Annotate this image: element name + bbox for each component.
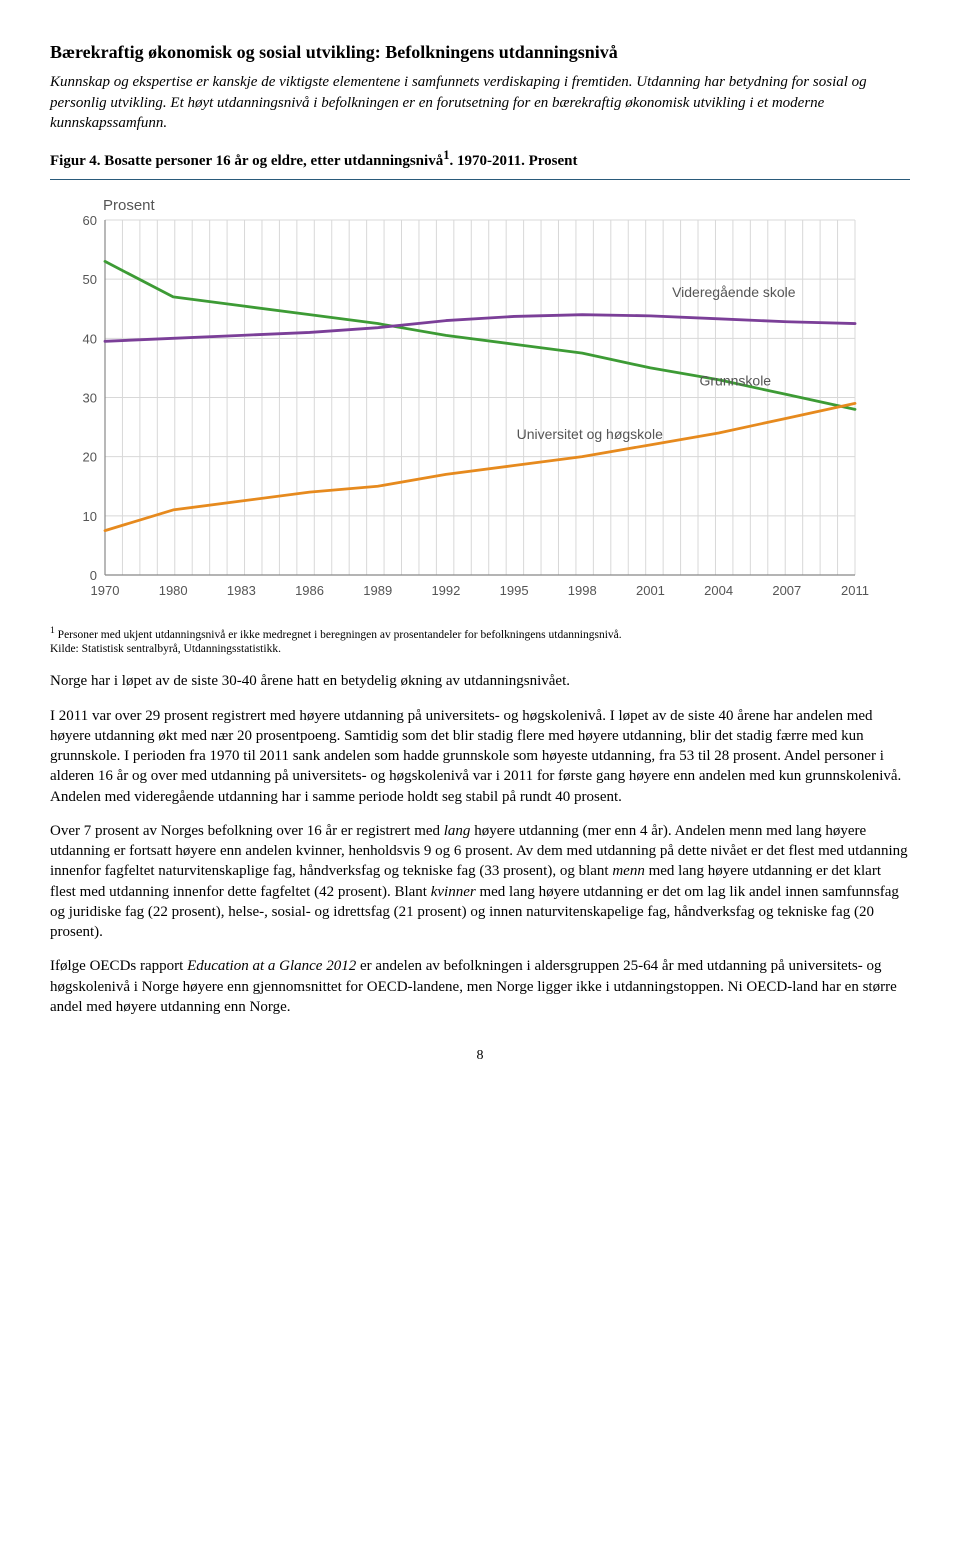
body-para-2: I 2011 var over 29 prosent registrert me… — [50, 706, 910, 807]
p3-em3: kvinner — [431, 884, 476, 900]
svg-text:1983: 1983 — [227, 583, 256, 598]
svg-text:0: 0 — [90, 568, 97, 583]
svg-text:2004: 2004 — [704, 583, 733, 598]
p4-em: Education at a Glance 2012 — [187, 958, 356, 974]
svg-text:Grunnskole: Grunnskole — [700, 373, 772, 389]
education-chart: 0 10 20 30 40 50 60 Prosent 1970 1980 1983 1986 1989… — [50, 190, 910, 616]
footnote-1: 1 Personer med ukjent utdanningsnivå er … — [50, 625, 910, 658]
figure-caption: Figur 4. Bosatte personer 16 år og eldre… — [50, 147, 910, 171]
svg-text:50: 50 — [83, 272, 97, 287]
chart-svg: 0 10 20 30 40 50 60 Prosent 1970 1980 1983 1986 1989… — [50, 190, 870, 610]
p3-em1: lang — [444, 823, 471, 839]
p4-a: Ifølge OECDs rapport — [50, 958, 187, 974]
page-number: 8 — [50, 1047, 910, 1066]
footnote-1-text: Personer med ukjent utdanningsnivå er ik… — [55, 628, 622, 640]
figure-caption-b: . 1970-2011. Prosent — [449, 153, 577, 169]
svg-text:1986: 1986 — [295, 583, 324, 598]
svg-text:1970: 1970 — [91, 583, 120, 598]
footnote-2-text: Kilde: Statistisk sentralbyrå, Utdanning… — [50, 643, 281, 655]
svg-text:40: 40 — [83, 332, 97, 347]
svg-text:Videregående skole: Videregående skole — [672, 284, 796, 300]
svg-text:Universitet og høgskole: Universitet og høgskole — [517, 426, 664, 442]
svg-text:10: 10 — [83, 509, 97, 524]
svg-text:1998: 1998 — [568, 583, 597, 598]
svg-text:1989: 1989 — [363, 583, 392, 598]
body-para-3: Over 7 prosent av Norges befolkning over… — [50, 821, 910, 943]
svg-text:1980: 1980 — [159, 583, 188, 598]
svg-text:60: 60 — [83, 213, 97, 228]
section-title: Bærekraftig økonomisk og sosial utviklin… — [50, 40, 910, 64]
body-para-1: Norge har i løpet av de siste 30-40 åren… — [50, 671, 910, 691]
body-para-4: Ifølge OECDs rapport Education at a Glan… — [50, 956, 910, 1017]
svg-text:2011: 2011 — [841, 583, 869, 598]
svg-text:1995: 1995 — [500, 583, 529, 598]
figure-rule — [50, 179, 910, 180]
svg-text:20: 20 — [83, 450, 97, 465]
svg-text:1992: 1992 — [431, 583, 460, 598]
p3-em2: menn — [612, 863, 645, 879]
figure-caption-a: Figur 4. Bosatte personer 16 år og eldre… — [50, 153, 443, 169]
intro-paragraph: Kunnskap og ekspertise er kanskje de vik… — [50, 72, 910, 133]
svg-text:30: 30 — [83, 391, 97, 406]
svg-text:2007: 2007 — [772, 583, 801, 598]
svg-text:2001: 2001 — [636, 583, 665, 598]
p3-a: Over 7 prosent av Norges befolkning over… — [50, 823, 444, 839]
svg-text:Prosent: Prosent — [103, 197, 156, 214]
